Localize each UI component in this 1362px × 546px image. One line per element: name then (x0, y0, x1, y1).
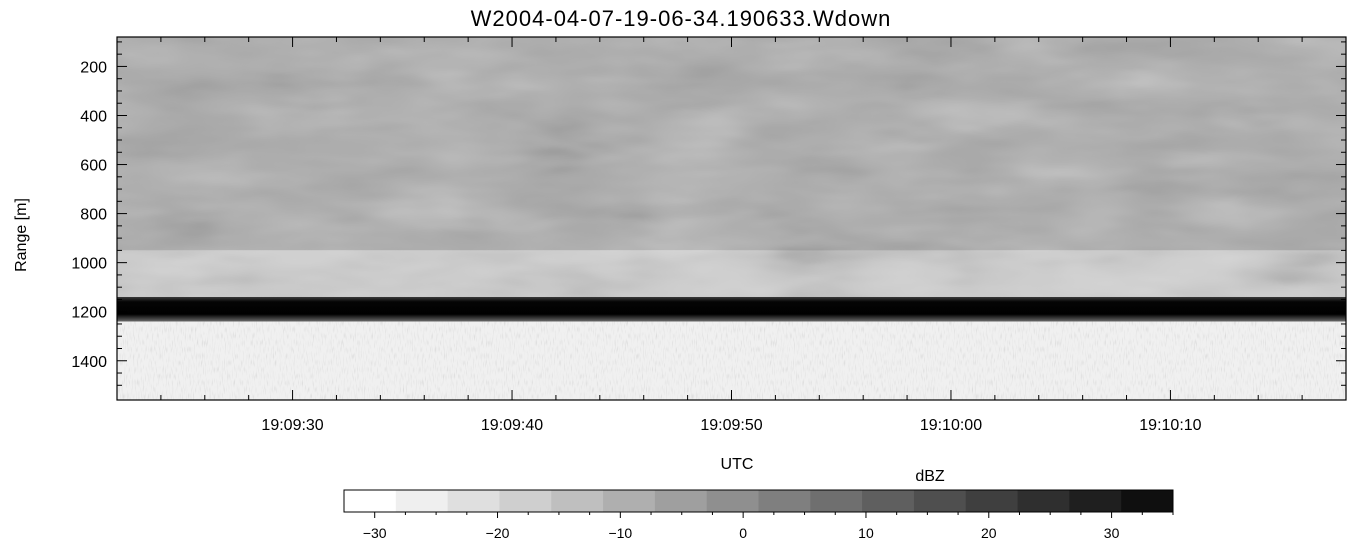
layer-texture-1 (117, 37, 1346, 251)
y-tick-label: 400 (80, 108, 107, 125)
y-axis: 200 400 600 800 1000 1200 1400 (71, 41, 1346, 386)
y-tick-label: 1000 (71, 256, 107, 273)
colorbar-tick-label: 10 (858, 525, 874, 541)
colorbar-level (603, 490, 656, 512)
x-tick-label: 19:09:50 (700, 417, 762, 434)
colorbar-level (551, 490, 604, 512)
colorbar-frame (343, 489, 1174, 513)
y-tick-label: 600 (80, 158, 107, 175)
colorbar-level (913, 490, 967, 512)
colorbar-level (447, 490, 500, 512)
colorbar-level (1121, 490, 1174, 512)
heatmap-area (117, 37, 1346, 400)
colorbar-tick-label: 20 (981, 525, 997, 541)
colorbar-level (810, 490, 863, 512)
noise-texture (117, 321, 1346, 400)
colorbar-level (499, 490, 552, 512)
x-axis-label: UTC (720, 456, 754, 473)
x-tick-label: 19:10:00 (920, 417, 982, 434)
y-tick-label: 1400 (71, 354, 107, 371)
colorbar-label: dBZ (915, 468, 945, 485)
x-tick-label: 19:10:10 (1139, 417, 1201, 434)
range-layer-3 (117, 296, 1346, 322)
colorbar-level (1017, 490, 1070, 512)
colorbar-tick-label: 30 (1104, 525, 1120, 541)
x-tick-label: 19:09:40 (481, 417, 543, 434)
colorbar-tick-label: −30 (363, 525, 387, 541)
chart-title: W2004-04-07-19-06-34.190633.Wdown (470, 6, 892, 31)
colorbar-level (965, 490, 1019, 512)
layer-texture-2 (117, 250, 1346, 297)
colorbar-level (706, 490, 759, 512)
colorbar: −30 −20 −10 0 10 20 30 (343, 489, 1174, 541)
colorbar-level (344, 490, 397, 512)
colorbar-level (395, 490, 449, 512)
colorbar-tick-label: 0 (739, 525, 747, 541)
y-tick-label: 200 (80, 59, 107, 76)
colorbar-level (758, 490, 811, 512)
colorbar-level (862, 490, 915, 512)
colorbar-tick-label: −20 (486, 525, 510, 541)
y-tick-label: 800 (80, 207, 107, 224)
colorbar-level (654, 490, 708, 512)
colorbar-tick-label: −10 (608, 525, 632, 541)
x-axis: 19:09:30 19:09:40 19:09:50 19:10:00 19:10:10 (116, 37, 1347, 434)
y-axis-label: Range [m] (13, 198, 30, 272)
x-tick-label: 19:09:30 (261, 417, 323, 434)
colorbar-level (1069, 490, 1122, 512)
y-tick-label: 1200 (71, 305, 107, 322)
